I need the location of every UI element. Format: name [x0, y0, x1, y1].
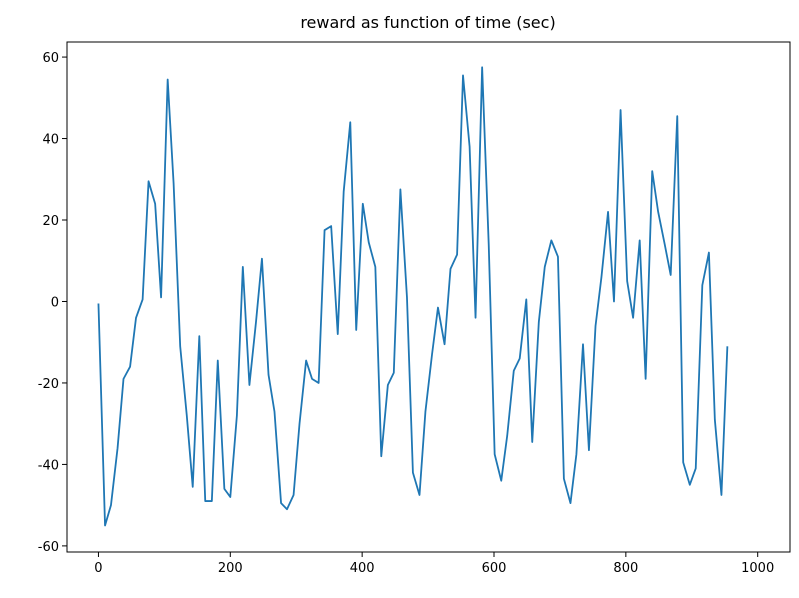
line-series: [97, 66, 729, 527]
x-tick-label: 1000: [741, 561, 774, 576]
y-tick-label: -20: [38, 377, 59, 392]
plot-frame: [66, 41, 791, 553]
y-tick-label: 40: [42, 133, 59, 148]
x-tick-label: 600: [482, 561, 507, 576]
y-tick-label: 0: [51, 295, 59, 310]
y-tick-label: 60: [42, 51, 59, 66]
x-tick-label: 800: [613, 561, 638, 576]
x-tick-label: 0: [94, 561, 102, 576]
y-tick-label: -40: [38, 458, 59, 473]
y-tick-label: 20: [42, 214, 59, 229]
x-tick-label: 200: [218, 561, 243, 576]
y-tick-label: -60: [38, 540, 59, 555]
x-tick-label: 400: [350, 561, 375, 576]
chart-title: reward as function of time (sec): [300, 13, 555, 32]
